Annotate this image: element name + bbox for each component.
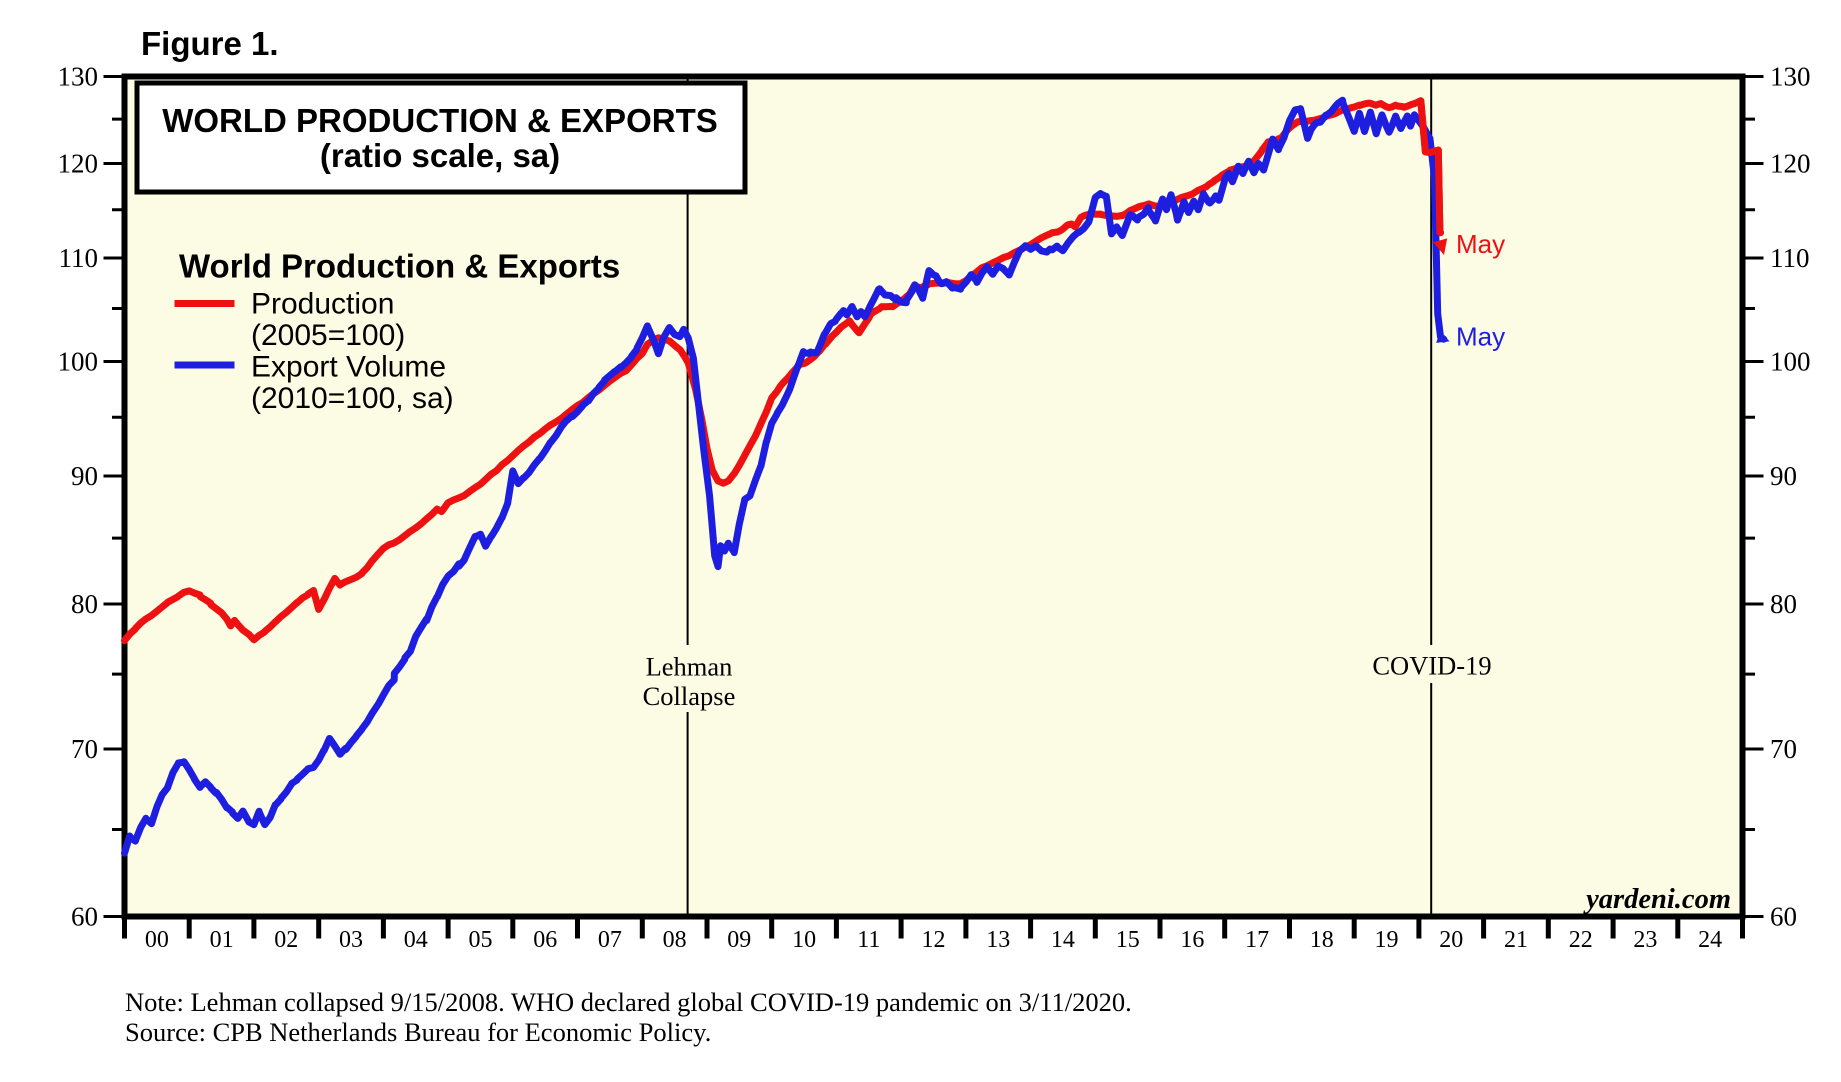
svg-text:16: 16 bbox=[1180, 927, 1204, 953]
svg-text:May: May bbox=[1456, 322, 1505, 352]
svg-text:03: 03 bbox=[339, 927, 363, 953]
svg-text:Figure 1.: Figure 1. bbox=[141, 25, 279, 62]
svg-text:130: 130 bbox=[58, 62, 99, 92]
svg-text:60: 60 bbox=[1770, 902, 1797, 932]
svg-text:Collapse: Collapse bbox=[643, 681, 736, 711]
svg-text:60: 60 bbox=[71, 902, 98, 932]
svg-text:(2010=100, sa): (2010=100, sa) bbox=[251, 382, 454, 415]
svg-text:00: 00 bbox=[145, 927, 169, 953]
svg-text:02: 02 bbox=[274, 927, 298, 953]
svg-text:110: 110 bbox=[59, 243, 99, 273]
svg-text:14: 14 bbox=[1051, 927, 1075, 953]
svg-text:20: 20 bbox=[1439, 927, 1463, 953]
svg-text:06: 06 bbox=[533, 927, 557, 953]
svg-text:13: 13 bbox=[986, 927, 1010, 953]
svg-text:Production: Production bbox=[251, 288, 394, 321]
svg-text:05: 05 bbox=[469, 927, 493, 953]
svg-text:19: 19 bbox=[1375, 927, 1399, 953]
svg-text:80: 80 bbox=[1770, 589, 1797, 619]
svg-text:120: 120 bbox=[58, 149, 99, 179]
svg-text:07: 07 bbox=[598, 927, 622, 953]
svg-text:17: 17 bbox=[1245, 927, 1269, 953]
svg-text:22: 22 bbox=[1569, 927, 1593, 953]
svg-text:yardeni.com: yardeni.com bbox=[1583, 884, 1731, 915]
svg-text:70: 70 bbox=[1770, 734, 1797, 764]
svg-text:(2005=100): (2005=100) bbox=[251, 319, 405, 352]
svg-text:01: 01 bbox=[210, 927, 234, 953]
svg-text:11: 11 bbox=[857, 927, 880, 953]
svg-text:Source: CPB Netherlands Bureau: Source: CPB Netherlands Bureau for Econo… bbox=[125, 1017, 711, 1047]
svg-text:May: May bbox=[1456, 229, 1505, 259]
svg-text:110: 110 bbox=[1770, 243, 1810, 273]
svg-text:21: 21 bbox=[1504, 927, 1528, 953]
svg-text:90: 90 bbox=[1770, 461, 1797, 491]
svg-text:23: 23 bbox=[1633, 927, 1657, 953]
svg-text:100: 100 bbox=[1770, 347, 1811, 377]
svg-text:Note: Lehman collapsed 9/15/20: Note: Lehman collapsed 9/15/2008. WHO de… bbox=[125, 987, 1132, 1017]
svg-text:130: 130 bbox=[1770, 62, 1811, 92]
svg-text:80: 80 bbox=[71, 589, 98, 619]
svg-text:08: 08 bbox=[663, 927, 687, 953]
svg-text:24: 24 bbox=[1698, 927, 1722, 953]
svg-text:WORLD PRODUCTION & EXPORTS: WORLD PRODUCTION & EXPORTS bbox=[162, 102, 718, 139]
svg-text:12: 12 bbox=[922, 927, 946, 953]
svg-text:09: 09 bbox=[727, 927, 751, 953]
svg-text:World Production & Exports: World Production & Exports bbox=[179, 248, 620, 285]
svg-text:Export Volume: Export Volume bbox=[251, 351, 446, 384]
svg-text:COVID-19: COVID-19 bbox=[1372, 651, 1491, 681]
svg-text:120: 120 bbox=[1770, 149, 1811, 179]
svg-text:Lehman: Lehman bbox=[646, 652, 733, 682]
svg-text:100: 100 bbox=[58, 347, 99, 377]
svg-text:04: 04 bbox=[404, 927, 428, 953]
svg-text:10: 10 bbox=[792, 927, 816, 953]
svg-text:70: 70 bbox=[71, 734, 98, 764]
svg-text:18: 18 bbox=[1310, 927, 1334, 953]
svg-text:90: 90 bbox=[71, 461, 98, 491]
svg-text:(ratio scale, sa): (ratio scale, sa) bbox=[320, 137, 560, 174]
svg-text:15: 15 bbox=[1116, 927, 1140, 953]
